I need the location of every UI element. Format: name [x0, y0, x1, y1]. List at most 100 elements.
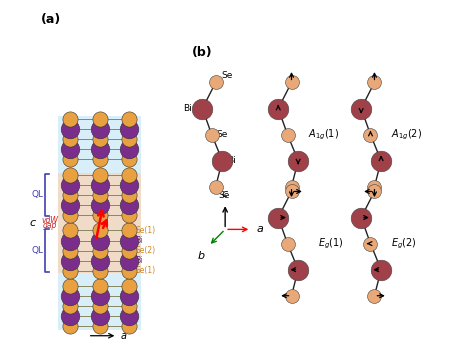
Ellipse shape	[63, 197, 77, 203]
Ellipse shape	[122, 207, 136, 213]
Point	[219, 158, 226, 164]
Point	[125, 303, 133, 309]
Text: c: c	[29, 218, 35, 228]
Point	[96, 248, 103, 253]
Point	[367, 241, 374, 246]
Point	[66, 202, 74, 208]
Ellipse shape	[63, 131, 77, 138]
Point	[288, 293, 295, 298]
Ellipse shape	[122, 308, 136, 314]
Text: $A_{1g}(1)$: $A_{1g}(1)$	[308, 127, 339, 142]
Point	[66, 127, 74, 132]
Point	[125, 324, 133, 329]
Text: Se(2): Se(2)	[136, 246, 156, 255]
Point	[125, 248, 133, 253]
Point	[66, 182, 74, 188]
Point	[377, 267, 385, 273]
Text: Se: Se	[221, 71, 233, 80]
Point	[96, 117, 103, 122]
Ellipse shape	[122, 121, 136, 128]
Point	[288, 189, 295, 194]
Ellipse shape	[63, 141, 77, 148]
Point	[96, 192, 103, 198]
Ellipse shape	[63, 252, 77, 259]
Ellipse shape	[122, 252, 136, 259]
Point	[66, 324, 74, 329]
Point	[66, 137, 74, 142]
Text: $A_{1g}(2)$: $A_{1g}(2)$	[391, 127, 422, 142]
Ellipse shape	[63, 318, 77, 325]
Point	[125, 268, 133, 274]
Ellipse shape	[122, 242, 136, 249]
Bar	[58, 116, 141, 330]
Point	[66, 212, 74, 218]
Point	[66, 314, 74, 319]
Point	[96, 314, 103, 319]
Point	[125, 202, 133, 208]
Point	[212, 80, 219, 85]
Point	[125, 314, 133, 319]
Point	[96, 172, 103, 178]
Ellipse shape	[122, 318, 136, 325]
Point	[66, 192, 74, 198]
Point	[96, 303, 103, 309]
Point	[371, 189, 378, 194]
Text: Se: Se	[218, 190, 229, 199]
Point	[208, 132, 216, 137]
Text: $c$: $c$	[221, 189, 229, 199]
Ellipse shape	[63, 151, 77, 158]
Point	[377, 158, 385, 164]
Ellipse shape	[122, 263, 136, 269]
Text: gap: gap	[43, 221, 57, 230]
Ellipse shape	[122, 197, 136, 203]
Point	[66, 228, 74, 233]
Ellipse shape	[122, 177, 136, 183]
Point	[96, 212, 103, 218]
Point	[371, 184, 378, 189]
Point	[125, 283, 133, 289]
Point	[125, 157, 133, 162]
Point	[66, 303, 74, 309]
Point	[66, 248, 74, 253]
Point	[96, 268, 103, 274]
Point	[66, 157, 74, 162]
Point	[125, 137, 133, 142]
Ellipse shape	[63, 232, 77, 239]
Ellipse shape	[63, 288, 77, 294]
Ellipse shape	[122, 151, 136, 158]
Point	[288, 80, 295, 85]
Ellipse shape	[63, 207, 77, 213]
Point	[199, 106, 206, 111]
Text: $E_g(2)$: $E_g(2)$	[391, 236, 417, 251]
Text: Se: Se	[217, 130, 228, 139]
Point	[96, 283, 103, 289]
Ellipse shape	[122, 298, 136, 304]
Ellipse shape	[63, 308, 77, 314]
Ellipse shape	[63, 298, 77, 304]
Bar	[58, 172, 141, 273]
Point	[96, 228, 103, 233]
Text: $E_g(1)$: $E_g(1)$	[318, 236, 343, 251]
Ellipse shape	[63, 187, 77, 193]
Ellipse shape	[122, 232, 136, 239]
Point	[367, 132, 374, 137]
Point	[66, 283, 74, 289]
Text: $b$: $b$	[197, 249, 205, 261]
Point	[66, 268, 74, 274]
Point	[284, 132, 292, 137]
Text: (a): (a)	[40, 13, 61, 26]
Point	[125, 228, 133, 233]
Text: Bi: Bi	[227, 156, 236, 165]
Point	[96, 238, 103, 243]
Ellipse shape	[122, 187, 136, 193]
Ellipse shape	[122, 131, 136, 138]
Text: (b): (b)	[192, 46, 213, 59]
Point	[125, 182, 133, 188]
Point	[288, 184, 295, 189]
Point	[371, 293, 378, 298]
Point	[96, 258, 103, 263]
Point	[66, 258, 74, 263]
Text: QL: QL	[32, 246, 44, 255]
Ellipse shape	[122, 141, 136, 148]
Point	[125, 238, 133, 243]
